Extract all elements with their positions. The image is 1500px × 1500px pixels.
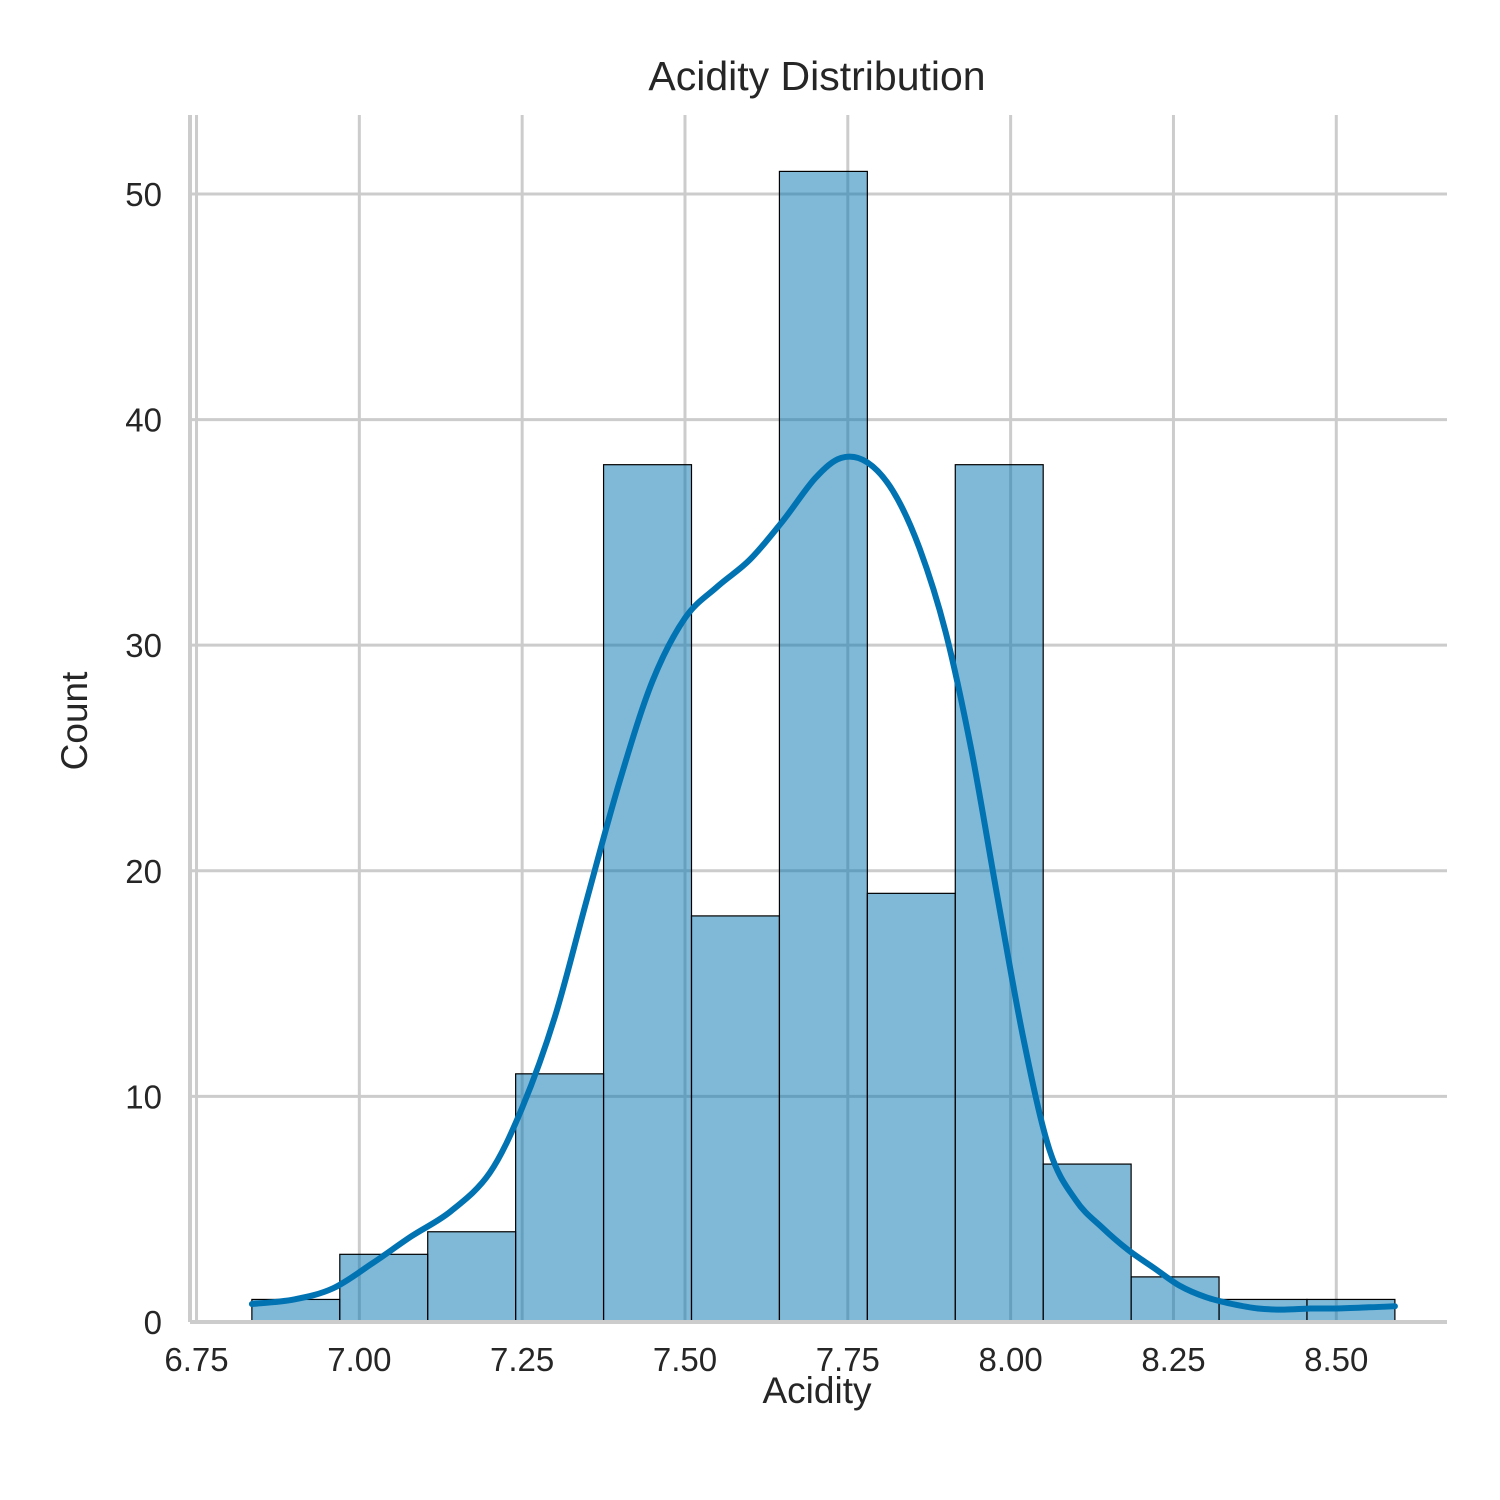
x-tick-label: 7.75: [816, 1341, 880, 1378]
histogram-bar: [339, 1253, 429, 1323]
x-tick-label: 8.00: [979, 1341, 1043, 1378]
x-tick-label: 8.25: [1141, 1341, 1205, 1378]
y-tick-labels: 0 10 20 30 40 50: [125, 176, 162, 1341]
x-axis-label: Acidity: [763, 1370, 872, 1411]
y-tick-label: 0: [144, 1304, 162, 1341]
histogram-bar: [866, 892, 956, 1323]
histogram-bar: [778, 170, 868, 1323]
kde-curve: [248, 453, 1398, 1313]
x-tick-label: 7.00: [327, 1341, 391, 1378]
histogram-bar: [602, 464, 693, 1323]
histogram-bars: [251, 170, 1396, 1323]
histogram-bar: [427, 1231, 517, 1323]
x-tick-label: 6.75: [164, 1341, 228, 1378]
y-tick-label: 30: [125, 627, 162, 664]
x-tick-labels: 6.75 7.00 7.25 7.50 7.75 8.00 8.25 8.50: [164, 1341, 1368, 1378]
y-tick-label: 10: [125, 1078, 162, 1115]
chart-title: Acidity Distribution: [648, 53, 985, 99]
histogram-bar: [690, 915, 781, 1323]
histogram-bar: [515, 1073, 605, 1323]
y-tick-label: 50: [125, 176, 162, 213]
y-tick-label: 20: [125, 853, 162, 890]
x-tick-label: 8.50: [1304, 1341, 1368, 1378]
y-axis-label: Count: [54, 671, 95, 770]
y-tick-label: 40: [125, 402, 162, 439]
x-tick-label: 7.25: [490, 1341, 554, 1378]
x-tick-label: 7.50: [653, 1341, 717, 1378]
